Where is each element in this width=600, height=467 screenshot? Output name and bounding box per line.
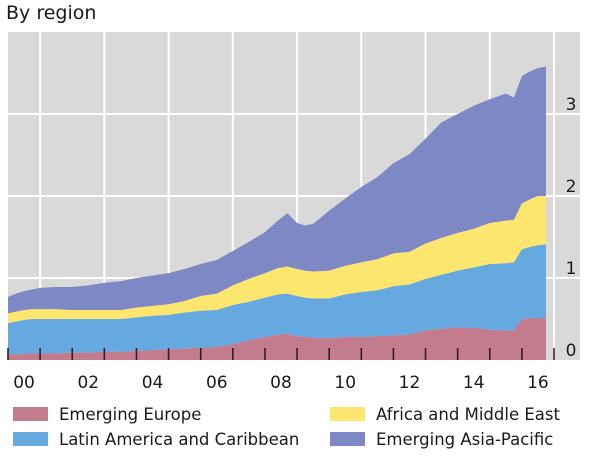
legend-label-latin-america: Latin America and Caribbean <box>59 429 300 449</box>
x-axis-ticks <box>7 348 555 360</box>
area-emerging-europe <box>8 318 546 360</box>
y-tick-label-2: 2 <box>566 177 577 197</box>
area-latin-america-and-caribbean <box>8 244 546 355</box>
legend-item-latin-america: Latin America and Caribbean <box>13 427 299 451</box>
legend-item-africa-middle-east: Africa and Middle East <box>330 402 560 426</box>
y-tick-label-1: 1 <box>566 259 577 279</box>
x-tick-label-06: 06 <box>206 373 228 393</box>
legend-item-emerging-asia-pacific: Emerging Asia-Pacific <box>330 427 553 451</box>
x-tick-label-14: 14 <box>463 373 485 393</box>
legend-label-emerging-asia-pacific: Emerging Asia-Pacific <box>376 429 554 449</box>
x-tick-label-12: 12 <box>399 373 421 393</box>
y-axis-labels: 0 1 2 3 <box>566 95 577 361</box>
legend: Emerging Europe Africa and Middle East L… <box>0 400 600 460</box>
legend-swatch-latin-america <box>13 432 48 446</box>
x-tick-label-08: 08 <box>270 373 292 393</box>
y-tick-label-3: 3 <box>566 95 577 115</box>
y-tick-label-0: 0 <box>566 341 577 361</box>
stacked-areas <box>8 66 546 360</box>
legend-label-emerging-europe: Emerging Europe <box>59 404 202 424</box>
legend-label-africa-middle-east: Africa and Middle East <box>376 404 560 424</box>
area-emerging-asia-pacific <box>8 66 546 314</box>
x-tick-label-02: 02 <box>77 373 99 393</box>
legend-swatch-emerging-europe <box>13 407 48 421</box>
x-axis-labels: 00 02 04 06 08 10 12 14 16 <box>13 373 549 393</box>
area-africa-and-middle-east <box>8 196 546 324</box>
legend-swatch-africa-middle-east <box>330 407 365 421</box>
x-tick-label-04: 04 <box>142 373 164 393</box>
legend-swatch-emerging-asia-pacific <box>330 432 365 446</box>
x-tick-label-10: 10 <box>334 373 356 393</box>
x-tick-label-16: 16 <box>527 373 549 393</box>
chart-title: By region <box>6 2 97 24</box>
legend-item-emerging-europe: Emerging Europe <box>13 402 201 426</box>
x-tick-label-00: 00 <box>13 373 35 393</box>
